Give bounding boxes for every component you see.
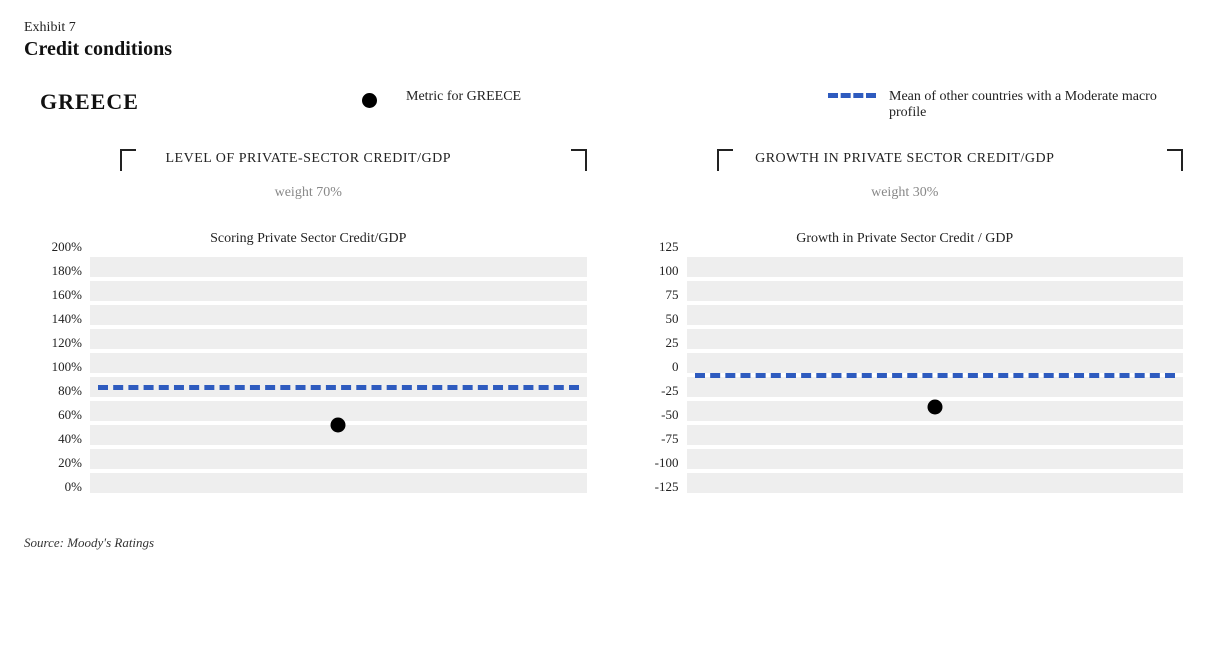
source-label: Source: Moody's Ratings <box>24 535 1189 551</box>
panels: LEVEL OF PRIVATE-SECTOR CREDIT/GDP weigh… <box>24 139 1189 495</box>
legend-metric-swatch <box>344 89 394 108</box>
legend-metric: Metric for GREECE <box>344 89 521 108</box>
left-bracket: LEVEL OF PRIVATE-SECTOR CREDIT/GDP <box>30 149 587 175</box>
grid-row <box>90 473 587 493</box>
mean-line <box>695 373 1176 378</box>
mean-line <box>98 385 579 390</box>
bracket-right-icon <box>573 149 587 171</box>
grid-row <box>687 305 1184 325</box>
metric-dot <box>927 399 942 414</box>
grid-row <box>687 473 1184 493</box>
country-label: GREECE <box>24 89 344 115</box>
grid-row <box>90 353 587 373</box>
metric-dot <box>331 418 346 433</box>
left-weight-label: weight 70% <box>30 185 587 201</box>
dot-icon <box>362 93 377 108</box>
grid-row <box>687 425 1184 445</box>
grid-row <box>90 305 587 325</box>
grid-row <box>687 377 1184 397</box>
grid-row <box>687 257 1184 277</box>
legend-mean-label: Mean of other countries with a Moderate … <box>889 89 1189 121</box>
right-panel: GROWTH IN PRIVATE SECTOR CREDIT/GDP weig… <box>627 139 1184 495</box>
grid-row <box>687 329 1184 349</box>
grid-row <box>687 449 1184 469</box>
right-chart-title: Growth in Private Sector Credit / GDP <box>627 231 1184 247</box>
grid-row <box>687 281 1184 301</box>
left-chart: 200%180%160%140%120%100%80%60%40%20%0% <box>30 255 587 495</box>
legend: Metric for GREECE Mean of other countrie… <box>344 89 1189 121</box>
right-chart: 1251007550250-25-50-75-100-125 <box>627 255 1184 495</box>
dash-icon <box>828 93 876 98</box>
bracket-left-icon <box>717 149 731 171</box>
bracket-left-icon <box>120 149 134 171</box>
grid-row <box>90 449 587 469</box>
right-weight-label: weight 30% <box>627 185 1184 201</box>
header-row: GREECE Metric for GREECE Mean of other c… <box>24 89 1189 121</box>
left-panel: LEVEL OF PRIVATE-SECTOR CREDIT/GDP weigh… <box>30 139 587 495</box>
bracket-right-icon <box>1169 149 1183 171</box>
grid-row <box>90 257 587 277</box>
left-plot <box>90 255 587 495</box>
left-bracket-title: LEVEL OF PRIVATE-SECTOR CREDIT/GDP <box>30 149 587 167</box>
legend-mean-swatch <box>827 89 877 98</box>
legend-mean: Mean of other countries with a Moderate … <box>827 89 1189 121</box>
grid-row <box>90 281 587 301</box>
grid-row <box>90 329 587 349</box>
legend-metric-label: Metric for GREECE <box>406 89 521 105</box>
left-y-axis: 200%180%160%140%120%100%80%60%40%20%0% <box>30 255 90 495</box>
right-bracket-title: GROWTH IN PRIVATE SECTOR CREDIT/GDP <box>627 149 1184 167</box>
exhibit-title: Credit conditions <box>24 38 1189 61</box>
right-bracket: GROWTH IN PRIVATE SECTOR CREDIT/GDP <box>627 149 1184 175</box>
grid-row <box>687 353 1184 373</box>
left-chart-title: Scoring Private Sector Credit/GDP <box>30 231 587 247</box>
right-y-axis: 1251007550250-25-50-75-100-125 <box>627 255 687 495</box>
right-plot <box>687 255 1184 495</box>
exhibit-label: Exhibit 7 <box>24 20 1189 36</box>
